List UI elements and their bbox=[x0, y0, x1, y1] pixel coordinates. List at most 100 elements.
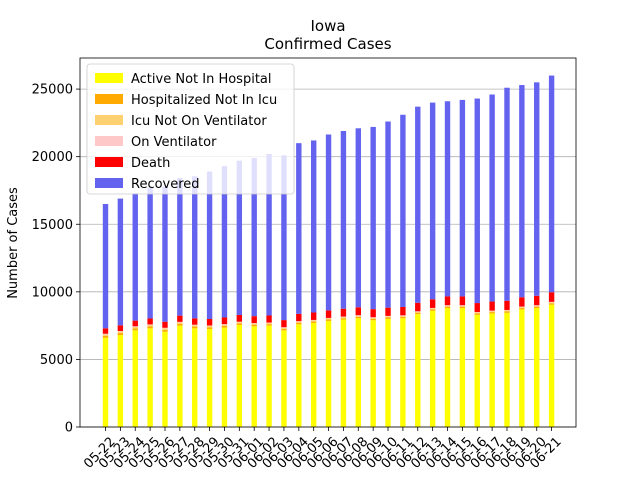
bar-segment bbox=[221, 324, 228, 325]
bar-segment bbox=[281, 327, 287, 328]
bar-segment bbox=[519, 309, 525, 427]
y-tick-label: 0 bbox=[65, 421, 73, 436]
bar-segment bbox=[415, 302, 421, 312]
bar-segment bbox=[147, 324, 153, 326]
y-tick-label: 25000 bbox=[32, 83, 73, 98]
bar-segment bbox=[444, 101, 451, 297]
bar-segment bbox=[251, 323, 257, 324]
bar-segment bbox=[281, 155, 287, 321]
bar-segment bbox=[281, 330, 287, 427]
bar-segment bbox=[355, 315, 361, 316]
axes bbox=[79, 57, 577, 428]
bar-segment bbox=[400, 318, 406, 427]
bar-segment bbox=[415, 311, 421, 312]
bar-segment bbox=[325, 318, 332, 320]
bar-segment bbox=[385, 316, 391, 318]
bar-segment bbox=[519, 85, 525, 298]
y-tick-label: 20000 bbox=[32, 150, 73, 165]
bar-segment bbox=[444, 296, 451, 306]
bar-segment bbox=[296, 143, 302, 314]
bar-segment bbox=[504, 310, 510, 312]
bar-segment bbox=[429, 308, 436, 310]
bar-segment bbox=[489, 311, 495, 313]
bar-segment bbox=[281, 327, 287, 329]
bar-segment bbox=[370, 317, 376, 319]
bar-segment bbox=[206, 171, 213, 320]
bar-segment bbox=[117, 325, 124, 332]
bar-segment bbox=[429, 309, 436, 311]
bar-segment bbox=[325, 320, 332, 427]
bar-segment bbox=[132, 193, 138, 321]
bar-segment bbox=[236, 314, 243, 322]
bar-segment bbox=[534, 305, 540, 307]
bar-segment bbox=[325, 319, 332, 321]
bar-segment bbox=[310, 322, 317, 427]
bar-segment bbox=[281, 328, 287, 331]
bar-segment bbox=[459, 308, 466, 427]
bar-segment bbox=[504, 300, 510, 310]
bar-segment bbox=[236, 324, 243, 427]
bar-segment bbox=[147, 187, 153, 319]
legend-swatch bbox=[95, 115, 123, 125]
bar-segment bbox=[325, 317, 332, 319]
bar-segment bbox=[385, 121, 391, 308]
bar-segment bbox=[147, 328, 153, 427]
bar-segment bbox=[548, 301, 555, 303]
bar-segment bbox=[310, 312, 317, 320]
bar-segment bbox=[400, 114, 406, 307]
bar-segment bbox=[310, 321, 317, 323]
bar-segment bbox=[548, 304, 555, 427]
bar-segment bbox=[251, 324, 257, 327]
bar-segment bbox=[340, 130, 347, 309]
bar-segment bbox=[474, 98, 480, 304]
bar-segment bbox=[147, 318, 153, 325]
legend-label: Death bbox=[131, 156, 170, 171]
bar-segment bbox=[177, 178, 183, 316]
bar-segment bbox=[192, 326, 198, 329]
bar-segment bbox=[102, 335, 109, 338]
bar-segment bbox=[429, 310, 436, 427]
bar-segment bbox=[370, 126, 376, 310]
bar-segment bbox=[132, 330, 138, 427]
bar-segment bbox=[519, 308, 525, 310]
bar-segment bbox=[266, 324, 272, 326]
bar-segment bbox=[429, 299, 436, 308]
bar-segment bbox=[355, 307, 361, 316]
bar-segment bbox=[444, 305, 451, 307]
bar-segment bbox=[459, 305, 466, 307]
bar-segment bbox=[355, 316, 361, 319]
bar-segment bbox=[117, 331, 124, 334]
bar-segment bbox=[117, 198, 124, 326]
bar-segment bbox=[370, 320, 376, 427]
bar-segment bbox=[117, 335, 124, 427]
bar-segment bbox=[325, 310, 332, 318]
bar-segment bbox=[534, 295, 540, 306]
x-axis-ticks: 05-2205-2305-2405-2505-2605-2705-2805-29… bbox=[81, 427, 565, 472]
bar-segment bbox=[177, 315, 183, 322]
bar-segment bbox=[296, 324, 302, 427]
bar-segment bbox=[415, 312, 421, 315]
legend-label: Icu Not On Ventilator bbox=[131, 114, 267, 129]
bar-segment bbox=[489, 94, 495, 302]
bar-segment bbox=[192, 324, 198, 326]
bar-segment bbox=[162, 328, 168, 330]
bar-segment bbox=[355, 318, 361, 427]
bar-segment bbox=[162, 321, 168, 328]
legend-swatch bbox=[95, 136, 123, 146]
chart-subtitle: Confirmed Cases bbox=[264, 35, 391, 53]
bar-segment bbox=[132, 326, 138, 327]
bar-segment bbox=[221, 327, 228, 427]
bar-segment bbox=[474, 313, 480, 315]
legend: Active Not In Hospital Hospitalized Not I… bbox=[86, 63, 295, 195]
legend-label: Hospitalized Not In Icu bbox=[131, 93, 277, 108]
bar-segment bbox=[221, 317, 228, 325]
bar-segment bbox=[504, 311, 510, 313]
bar-segment bbox=[429, 307, 436, 309]
bar-segment bbox=[489, 310, 495, 312]
bar-segment bbox=[444, 308, 451, 427]
bar-segment bbox=[296, 321, 302, 322]
bar-segment bbox=[281, 320, 287, 328]
bar-segment bbox=[340, 318, 347, 320]
bar-segment bbox=[370, 317, 376, 318]
bar-segment bbox=[474, 312, 480, 314]
